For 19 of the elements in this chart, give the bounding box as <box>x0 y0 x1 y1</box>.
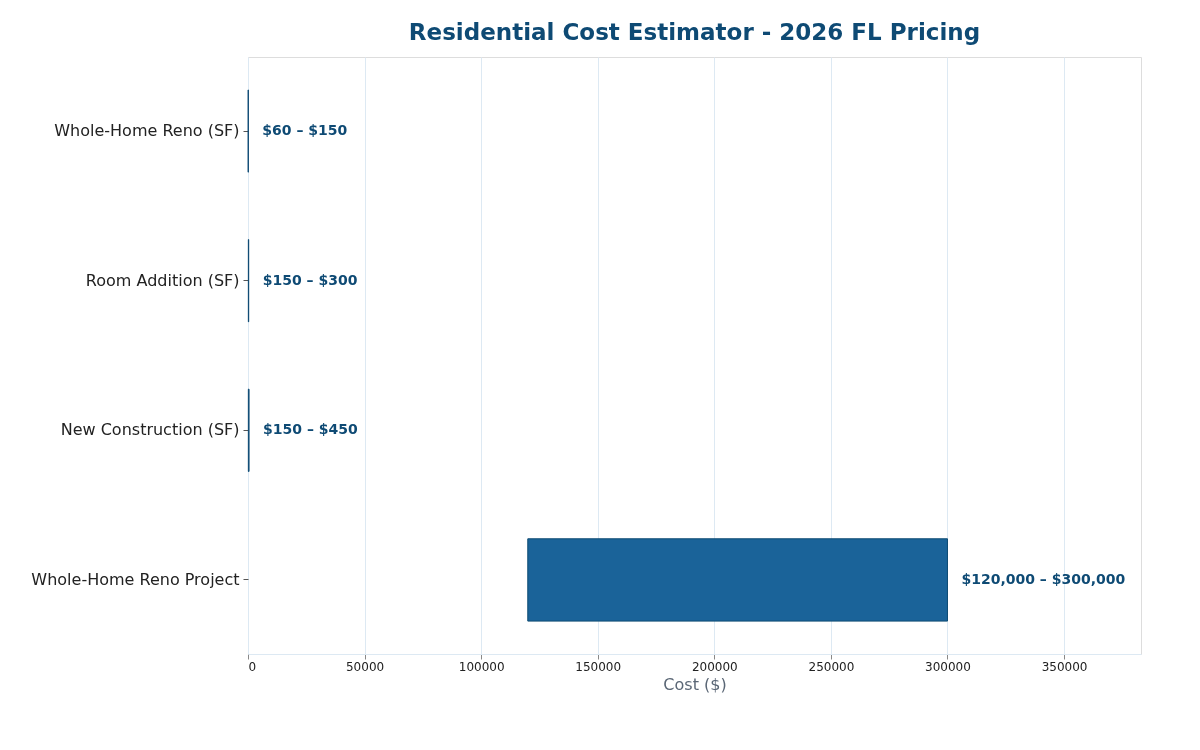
x-tick-label: 150000 <box>575 659 622 674</box>
y-tick-label: Room Addition (SF) <box>85 270 240 290</box>
x-tick-label: 350000 <box>1041 659 1088 674</box>
y-tick-label: New Construction (SF) <box>60 420 240 440</box>
x-tick-label: 250000 <box>808 659 855 674</box>
x-tick-label: 200000 <box>691 659 738 674</box>
annotation: $120,000 – $300,000 <box>961 570 1126 587</box>
chart-title: Residential Cost Estimator - 2026 FL Pricing <box>408 19 981 45</box>
x-tick-label: 50000 <box>345 659 385 674</box>
y-tick-label: Whole-Home Reno Project <box>31 569 240 589</box>
annotation: $150 – $450 <box>263 421 358 438</box>
y-tick-label: Whole-Home Reno (SF) <box>54 121 240 141</box>
x-axis-title: Cost ($) <box>663 674 727 694</box>
x-tick-label: 100000 <box>458 659 505 674</box>
x-tick-label: 0 <box>248 659 257 674</box>
annotation: $150 – $300 <box>262 271 358 288</box>
x-tick-label: 300000 <box>925 659 971 674</box>
bar <box>527 538 948 622</box>
annotation: $60 – $150 <box>262 122 348 139</box>
